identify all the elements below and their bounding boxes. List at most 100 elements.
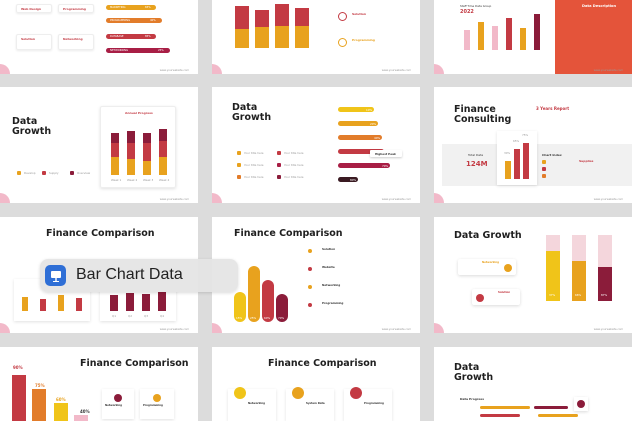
x-tick-label: Week 4: [159, 178, 170, 182]
slide-thumbnail-11[interactable]: Finance Comparison Networking System Dat…: [212, 347, 420, 421]
bar-group: [464, 12, 550, 50]
programming-card: Programming: [140, 389, 174, 419]
corner-decoration: [434, 64, 444, 74]
badge-label: Bar Chart Data: [76, 266, 183, 283]
slide-thumbnail-1[interactable]: Web Design Programming Solution Networki…: [0, 0, 198, 74]
bar-3d-3: [275, 4, 289, 48]
chart-bar-segment: [159, 141, 167, 157]
pill-programming: [106, 18, 162, 23]
corner-decoration: [434, 193, 444, 203]
chart-card: Annual Progress Week 1 Week 2 Week 3 Week 4: [100, 106, 176, 188]
progress-label: Data Progress: [460, 397, 484, 401]
corner-decoration: [212, 64, 222, 74]
slide-title: Finance Comparison: [80, 358, 189, 369]
pill-marketing-value: 65%: [145, 6, 151, 9]
slide-thumbnail-8[interactable]: Finance Comparison 15% 25% 60% 70% Solut…: [212, 217, 420, 333]
slide-title: Finance Comparison: [46, 228, 155, 239]
slide-thumbnail-9[interactable]: Data Growth Networking Solution 37% 66% …: [434, 217, 632, 333]
solution-icon: [338, 12, 347, 21]
programming-card: Programming: [344, 387, 392, 421]
supplies-label: Supplies: [579, 159, 594, 163]
supplies-marker: [542, 160, 546, 164]
progress-bar-2: [534, 406, 568, 409]
chart-bar-segment: [111, 143, 119, 157]
footer-url: www.yourwebsite.com: [593, 198, 623, 201]
tag-programming: Programming: [58, 4, 94, 13]
chart-bar-segment: [143, 143, 151, 161]
slide-title: Data Growth: [454, 362, 494, 384]
progress-bars: 10% 20% 40% 60% 70% 80%: [338, 107, 408, 187]
networking-card: Networking: [228, 387, 276, 421]
highest-peak-popup: Highest Peak: [370, 150, 402, 157]
index-marker-2: [542, 167, 546, 171]
bar-3d-4: [295, 8, 309, 48]
footer-url: www.yourwebsite.com: [159, 198, 189, 201]
bar-3d-2: [255, 10, 269, 48]
pill-marketing: [106, 5, 156, 10]
slide-title: Data Growth: [454, 230, 522, 241]
solution-label: Solution: [352, 12, 367, 16]
keynote-app-badge[interactable]: Bar Chart Data: [40, 259, 238, 292]
annual-progress-chart: Week 1 Week 2 Week 3 Week 4: [111, 129, 170, 182]
chart-bar-segment: [159, 129, 167, 141]
bar-3d-1: [235, 6, 249, 48]
footer-url: www.yourwebsite.com: [381, 69, 411, 72]
keynote-icon: [45, 265, 66, 286]
footer-url: www.yourwebsite.com: [593, 69, 623, 72]
pill-networking-label: NETWORKING: [110, 49, 128, 52]
legend: Your title here Your title here Your tit…: [237, 151, 317, 181]
tag-networking: Networking: [58, 34, 94, 50]
slide-thumbnail-3[interactable]: Staff Time Data Group 2022 Data Descript…: [434, 0, 632, 74]
x-tick-label: Week 2: [127, 178, 138, 182]
chart-title: Annual Progress: [125, 111, 153, 115]
description-title: Data Description: [582, 4, 617, 8]
corner-decoration: [0, 323, 10, 333]
slide-title: Data Growth: [12, 116, 52, 138]
progress-bar-1: [480, 406, 530, 409]
pill-database-value: 85%: [145, 35, 151, 38]
icon-card: [574, 397, 588, 411]
footer-url: www.yourwebsite.com: [381, 328, 411, 331]
pill-marketing-label: MARKETING: [110, 6, 126, 9]
slide-title: Finance Consulting: [454, 104, 512, 126]
chart-bar-segment: [127, 143, 135, 159]
footer-url: www.yourwebsite.com: [159, 69, 189, 72]
footer-url: www.yourwebsite.com: [593, 328, 623, 331]
slide-thumbnail-5[interactable]: Data Growth Your title here Your title h…: [212, 87, 420, 203]
slide-subtitle: 3 Years Report: [536, 106, 570, 111]
pill-database-label: DATABASE: [110, 35, 124, 38]
slide-thumbnail-2[interactable]: Solution Programming www.yourwebsite.com: [212, 0, 420, 74]
chart-bar-segment: [111, 157, 119, 175]
total-label: Total Data: [468, 153, 484, 157]
pill-programming-label: PROGRAMMING: [110, 19, 131, 22]
solution-card: Solution: [472, 289, 520, 305]
system-data-card: System Data: [286, 387, 334, 421]
slide-title: Finance Comparison: [268, 358, 377, 369]
slide-thumbnail-10[interactable]: Finance Comparison 90% 75% 60% 40% Netwo…: [0, 347, 198, 421]
description-panel: Data Description: [555, 0, 632, 74]
tag-web-design: Web Design: [16, 4, 52, 13]
stair-bars: 90% 75% 60% 40%: [10, 365, 100, 421]
corner-decoration: [0, 64, 10, 74]
slide-thumbnail-12[interactable]: Data Growth Data Progress: [434, 347, 632, 421]
chart-bar-segment: [111, 133, 119, 143]
networking-card: Networking: [102, 389, 134, 419]
chart-bar-segment: [159, 157, 167, 175]
footer-url: www.yourwebsite.com: [159, 328, 189, 331]
corner-decoration: [0, 193, 10, 203]
item-list: Solution Website Networking Programming: [308, 247, 398, 317]
corner-decoration: [212, 323, 222, 333]
ratio-card: 30% 65% 75%: [497, 131, 537, 185]
chart-title: Staff Time Data Group: [460, 4, 492, 8]
programming-icon: [338, 38, 347, 47]
slide-thumbnail-4[interactable]: Data Growth Develop Supply Overview Annu…: [0, 87, 198, 203]
x-tick-label: Week 1: [111, 178, 122, 182]
chart-bar-segment: [143, 133, 151, 143]
slide-thumbnail-6[interactable]: Finance Consulting 3 Years Report Total …: [434, 87, 632, 203]
chart-year: 2022: [460, 9, 474, 15]
tag-solution: Solution: [16, 34, 52, 50]
legend: Develop Supply Overview: [17, 171, 90, 177]
footer-url: www.yourwebsite.com: [381, 198, 411, 201]
progress-bar-4: [538, 414, 578, 417]
programming-label: Programming: [352, 38, 375, 42]
